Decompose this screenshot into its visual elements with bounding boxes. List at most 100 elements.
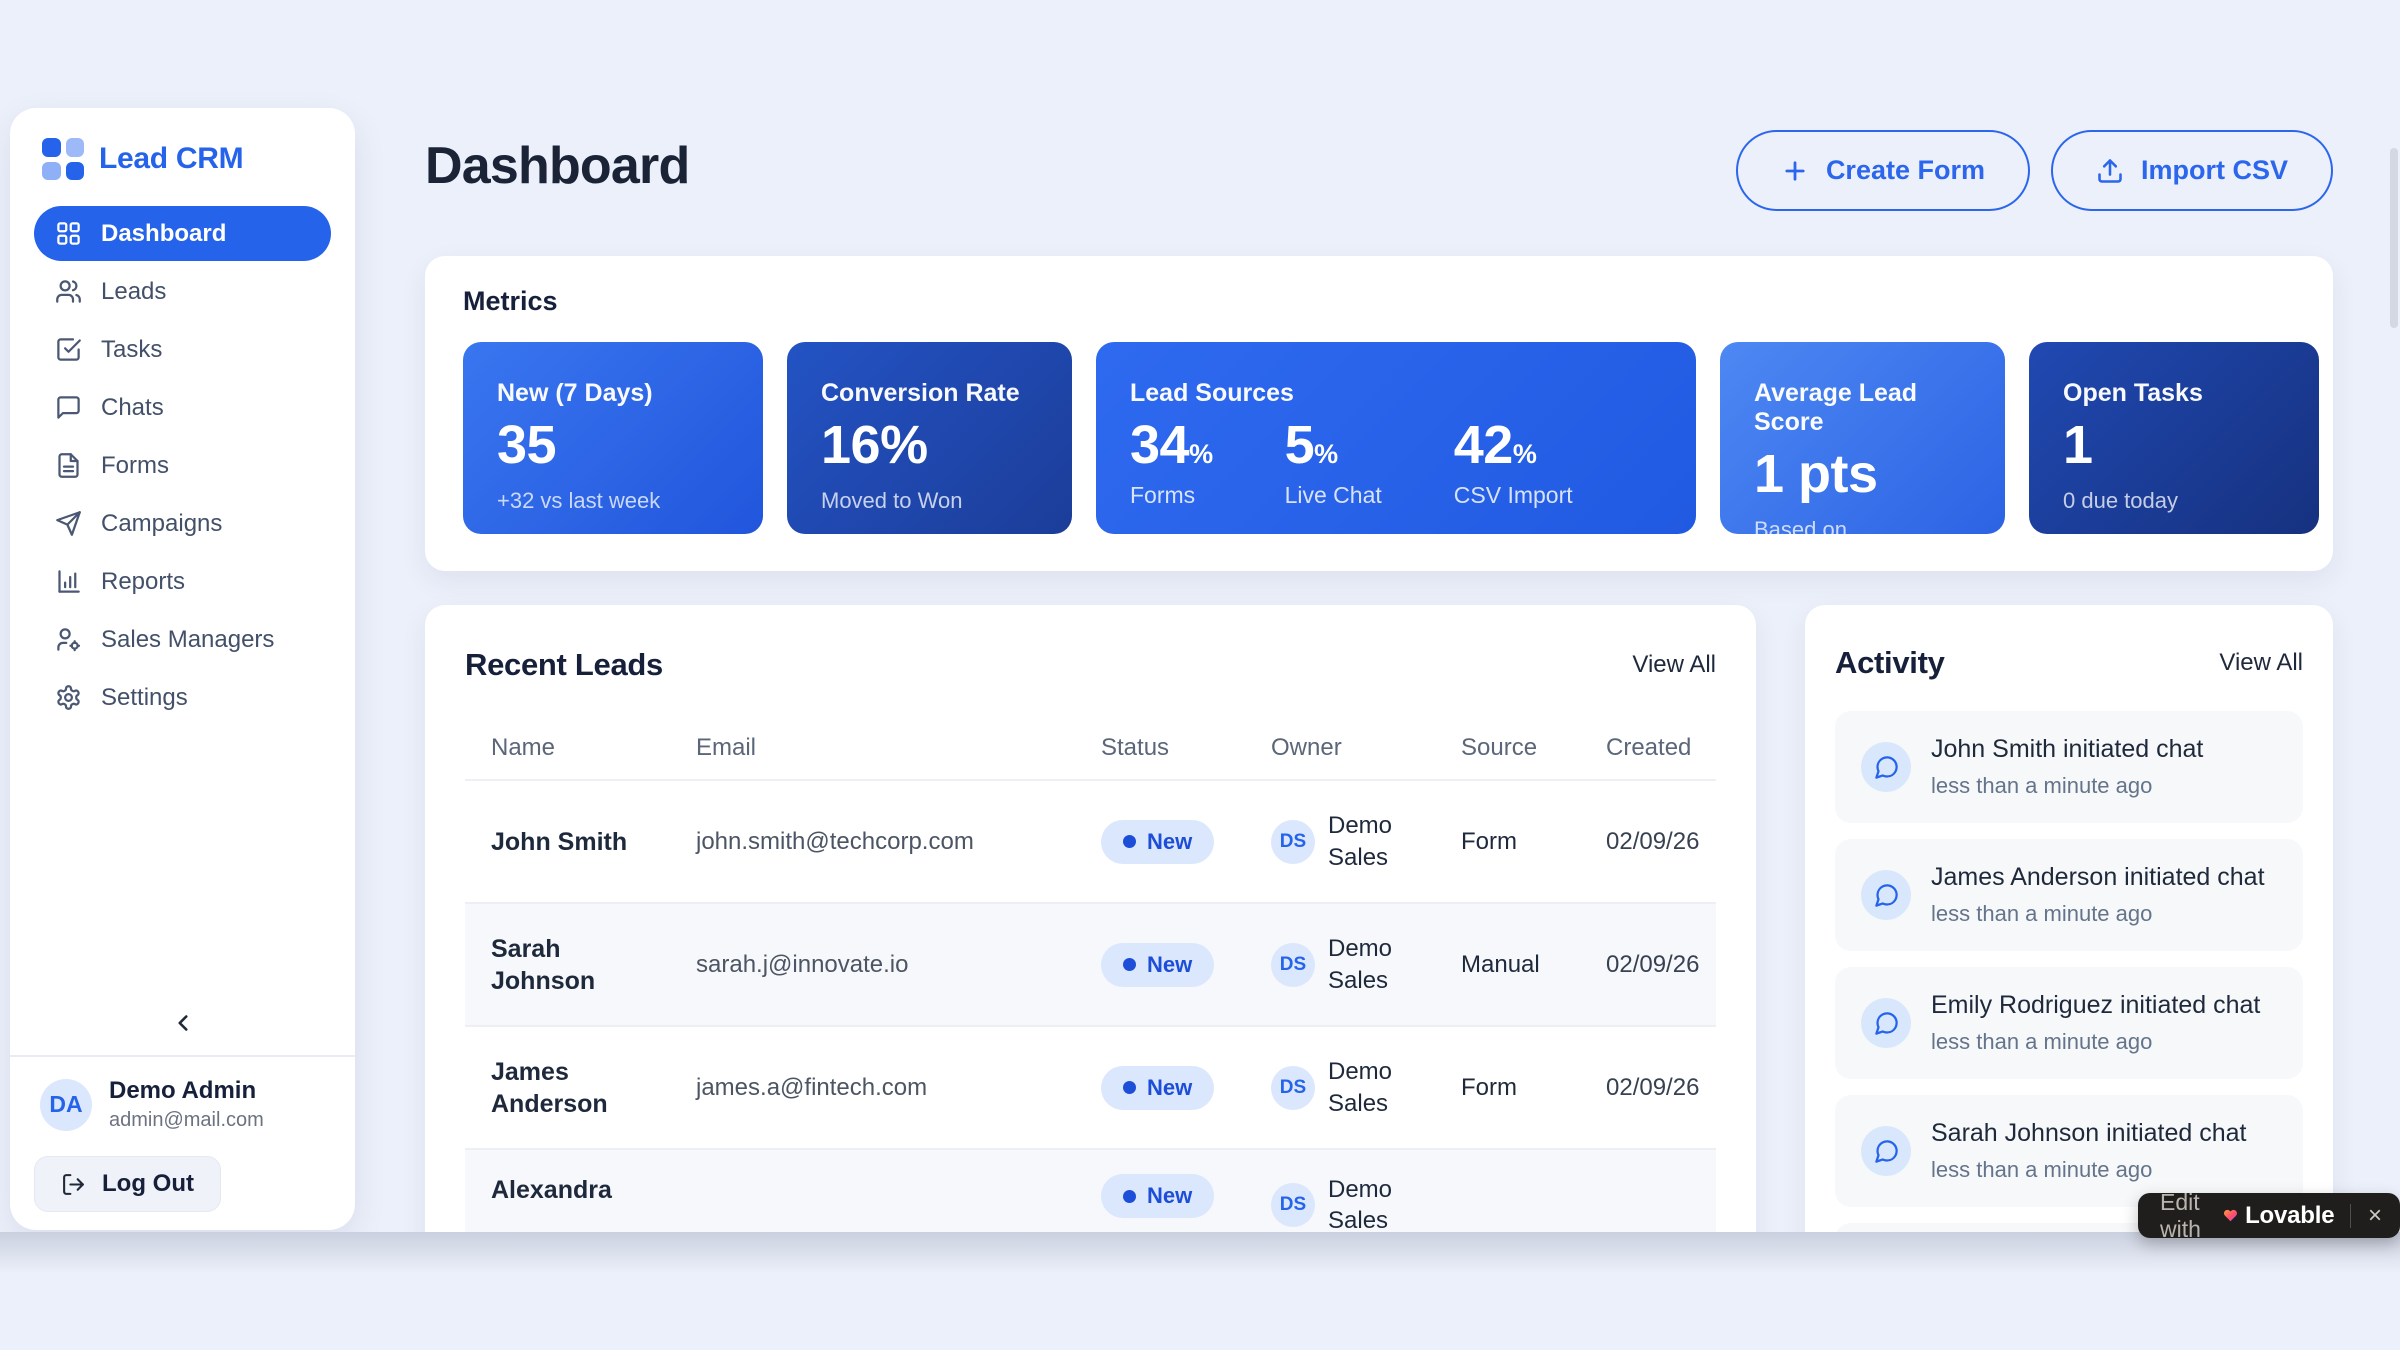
lead-row[interactable]: Alexandra New DS Demo Sales (465, 1148, 1716, 1232)
sidebar-footer: DA Demo Admin admin@mail.com Log Out (10, 1003, 355, 1212)
avatar: DS (1271, 819, 1315, 864)
activity-panel: Activity View All John Smith initiated c… (1805, 605, 2333, 1232)
column-header-created: Created (1606, 734, 1692, 761)
lead-name: James Anderson (491, 1057, 608, 1118)
lead-source-stat-forms: 34% Forms (1130, 415, 1213, 508)
lead-name: Alexandra (491, 1176, 612, 1204)
create-form-button[interactable]: Create Form (1735, 130, 2030, 211)
lovable-close-icon[interactable]: × (2367, 1201, 2382, 1229)
lead-row[interactable]: John Smith john.smith@techcorp.com New D… (465, 779, 1716, 902)
metric-card-conversion-rate: Conversion Rate 16% Moved to Won (787, 342, 1072, 534)
sidebar-item-label: Reports (101, 567, 186, 595)
metric-card-open-tasks: Open Tasks 1 0 due today (2029, 342, 2319, 534)
metric-label: Conversion Rate (821, 379, 1020, 407)
edit-with-lovable-badge[interactable]: Edit with Lovable × (2138, 1189, 2400, 1242)
metric-subtitle: Based on engagement (1754, 517, 1877, 568)
metric-card-lead-sources: Lead Sources 34% Forms 5% Live Chat 42% … (1096, 342, 1696, 534)
activity-item[interactable]: James Anderson initiated chat less than … (1835, 839, 2303, 951)
lead-owner: DS Demo Sales (1245, 933, 1435, 995)
logout-label: Log Out (102, 1170, 194, 1197)
sidebar-item-leads[interactable]: Leads (34, 264, 331, 319)
metric-label: Open Tasks (2063, 379, 2203, 407)
message-square-icon (55, 394, 82, 421)
dashboard-grid-icon (55, 220, 82, 247)
chat-bubble-icon (1861, 1126, 1911, 1176)
activity-view-all-link[interactable]: View All (2219, 649, 2303, 676)
sidebar-nav: Dashboard Leads Tasks Chats Forms Campai… (34, 206, 331, 725)
lead-source: Form (1461, 1073, 1517, 1101)
sidebar-item-campaigns[interactable]: Campaigns (34, 496, 331, 551)
activity-item-title: Sarah Johnson initiated chat (1931, 1119, 2247, 1147)
activity-item[interactable]: Sarah Johnson initiated chat less than a… (1835, 1095, 2303, 1207)
sidebar-item-label: Settings (101, 683, 188, 711)
user-profile[interactable]: DA Demo Admin admin@mail.com (34, 1057, 331, 1134)
gear-icon (55, 684, 82, 711)
sidebar-item-settings[interactable]: Settings (34, 670, 331, 725)
activity-item-time: less than a minute ago (1931, 773, 2153, 798)
app-logo-text: Lead CRM (99, 142, 244, 175)
status-dot-icon (1123, 835, 1136, 848)
sidebar-item-tasks[interactable]: Tasks (34, 322, 331, 377)
app-viewport: Lead CRM Dashboard Leads Tasks Chats For… (10, 108, 2398, 1232)
activity-item[interactable] (1835, 1223, 2303, 1232)
send-icon (55, 510, 82, 537)
lovable-heart-icon (2224, 1209, 2238, 1222)
lead-owner: DS Demo Sales (1245, 1174, 1435, 1232)
sidebar-item-label: Sales Managers (101, 625, 275, 653)
sidebar-item-chats[interactable]: Chats (34, 380, 331, 435)
sidebar: Lead CRM Dashboard Leads Tasks Chats For… (10, 108, 355, 1230)
sidebar-item-forms[interactable]: Forms (34, 438, 331, 493)
activity-item-title: Emily Rodriguez initiated chat (1931, 991, 2261, 1019)
column-header-status: Status (1101, 734, 1170, 761)
metric-label: Lead Sources (1130, 379, 1294, 407)
sidebar-item-label: Chats (101, 393, 164, 421)
lovable-badge-divider (2350, 1203, 2351, 1228)
sidebar-collapse-button[interactable] (34, 1003, 331, 1043)
column-header-source: Source (1461, 734, 1538, 761)
lead-created: 02/09/26 (1606, 1073, 1700, 1101)
activity-item-time: less than a minute ago (1931, 1029, 2153, 1054)
metric-subtitle: 0 due today (2063, 488, 2178, 513)
sidebar-item-label: Tasks (101, 335, 163, 363)
activity-item-title: James Anderson initiated chat (1931, 863, 2265, 891)
app-logo-icon (42, 138, 84, 180)
metrics-section-title: Metrics (463, 286, 558, 316)
file-text-icon (55, 452, 82, 479)
sidebar-item-reports[interactable]: Reports (34, 554, 331, 609)
status-badge: New (1101, 819, 1215, 864)
logout-button[interactable]: Log Out (34, 1156, 221, 1212)
activity-list: John Smith initiated chat less than a mi… (1835, 711, 2303, 1232)
chat-bubble-icon (1861, 998, 1911, 1048)
sidebar-item-dashboard[interactable]: Dashboard (34, 206, 331, 261)
lead-name: John Smith (491, 827, 628, 856)
avatar: DA (40, 1078, 92, 1131)
status-badge: New (1101, 1174, 1215, 1218)
recent-leads-view-all-link[interactable]: View All (1632, 651, 1716, 678)
lead-email: sarah.j@innovate.io (696, 950, 909, 978)
metric-value: 1 (2063, 415, 2093, 475)
sidebar-item-label: Campaigns (101, 509, 223, 537)
activity-item[interactable]: Emily Rodriguez initiated chat less than… (1835, 967, 2303, 1079)
lead-created: 02/09/26 (1606, 950, 1700, 978)
avatar: DS (1271, 1183, 1315, 1228)
sidebar-item-sales-managers[interactable]: Sales Managers (34, 612, 331, 667)
chat-bubble-icon (1861, 870, 1911, 920)
lead-row[interactable]: Sarah Johnson sarah.j@innovate.io New DS… (465, 902, 1716, 1025)
page-title: Dashboard (425, 137, 690, 195)
sidebar-item-label: Forms (101, 451, 169, 479)
scrollbar-thumb[interactable] (2390, 148, 2398, 328)
import-csv-button[interactable]: Import CSV (2050, 130, 2333, 211)
activity-item-title: John Smith initiated chat (1931, 735, 2204, 763)
logout-icon (61, 1172, 86, 1197)
metric-value: 35 (497, 415, 557, 475)
activity-item[interactable]: John Smith initiated chat less than a mi… (1835, 711, 2303, 823)
metric-cards: New (7 Days) 35 +32 vs last week Convers… (463, 342, 2319, 568)
lead-owner: DS Demo Sales (1245, 1056, 1435, 1118)
lead-row[interactable]: James Anderson james.a@fintech.com New D… (465, 1025, 1716, 1148)
viewport-bottom-fade (0, 1232, 2400, 1274)
metric-subtitle: +32 vs last week (497, 488, 661, 513)
lead-name: Sarah Johnson (491, 934, 596, 995)
lead-source: Manual (1461, 950, 1540, 978)
user-email: admin@mail.com (109, 1109, 264, 1131)
sidebar-item-label: Dashboard (101, 219, 227, 247)
